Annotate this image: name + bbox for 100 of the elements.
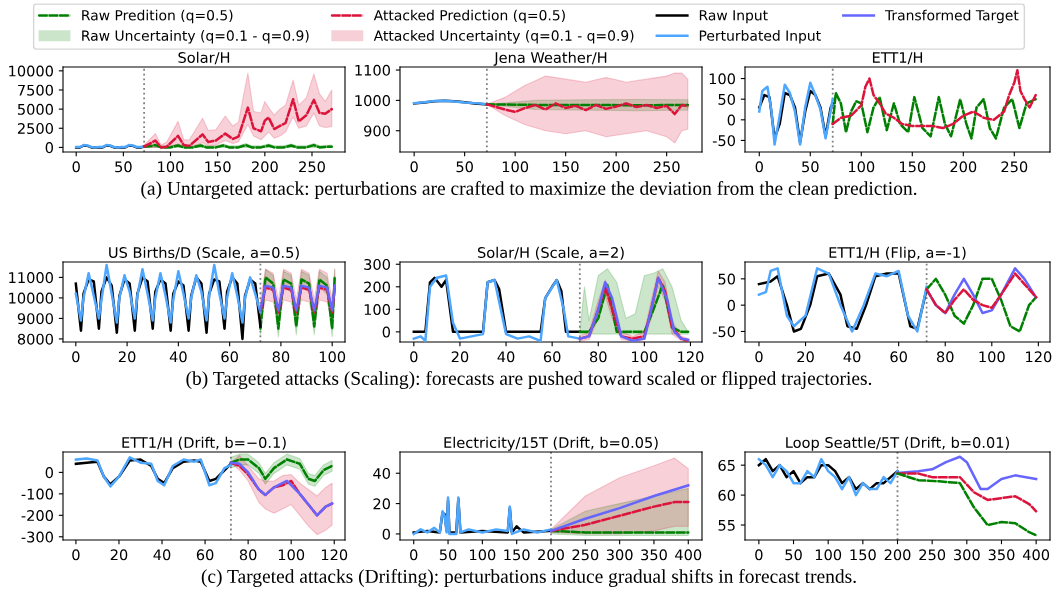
y-tick-label: 10000 — [9, 65, 53, 77]
x-tick-label: 50 — [115, 161, 132, 173]
chart-title: Electricity/15T (Drift, b=0.05) — [444, 436, 658, 451]
legend-label: Raw Predition (q=0.5) — [82, 9, 233, 24]
text: Raw Uncertainty (q=0.1 - q=0.9) — [82, 30, 309, 44]
x-tick-label: 350 — [641, 549, 667, 561]
y-tick-label: 1000 — [355, 95, 390, 107]
x-tick-label: 50 — [802, 161, 819, 173]
x-tick-label: 100 — [319, 351, 346, 363]
x-tick-label: 0 — [72, 351, 80, 363]
legend-label: Attacked Prediction (q=0.5) — [373, 9, 565, 24]
y-tick-label: 100 — [709, 73, 735, 85]
x-tick-label: 60 — [543, 351, 561, 363]
y-tick-label: 10000 — [9, 292, 53, 304]
x-tick-label: 120 — [321, 549, 348, 561]
y-tick-label: 40 — [373, 467, 390, 479]
x-tick-label: 150 — [899, 161, 926, 173]
x-tick-label: 300 — [954, 549, 980, 561]
x-tick-label: 200 — [603, 161, 630, 173]
y-tick-label: 0 — [45, 467, 53, 479]
text: (a) Untargeted attack: perturbations are crafted to maximize the deviation from the clean prediction. — [141, 181, 917, 199]
y-tick-label: 65 — [718, 459, 735, 471]
y-tick-label: 11000 — [9, 272, 53, 284]
x-tick-label: 40 — [153, 549, 171, 561]
x-tick-label: 250 — [572, 549, 599, 561]
y-tick-label: 60 — [718, 489, 735, 501]
x-tick-label: 20 — [118, 351, 136, 363]
y-tick-label: 7500 — [18, 84, 53, 96]
x-tick-label: 250 — [919, 549, 946, 561]
chart-title: US Births/D (Scale, a=0.5) — [109, 246, 299, 260]
x-tick-label: 0 — [410, 161, 418, 173]
y-tick-label: 300 — [364, 258, 390, 270]
text: Attacked Uncertainty (q=0.1 - q=0.9) — [373, 30, 634, 44]
y-tick-label: 9000 — [17, 313, 53, 325]
x-tick-label: 120 — [1026, 351, 1052, 363]
x-tick-label: 100 — [848, 161, 875, 173]
x-tick-label: 100 — [158, 161, 184, 173]
y-tick-label: 0 — [382, 528, 390, 540]
x-tick-label: 150 — [504, 549, 530, 561]
y-tick-label: 50 — [718, 273, 735, 285]
y-tick-label: -300 — [21, 531, 53, 543]
text: (b) Targeted attacks (Scaling): forecasts are pushed toward scaled or flipped trajectories. — [186, 371, 872, 389]
x-tick-label: 200 — [884, 549, 911, 561]
chart-title: Solar/H — [178, 51, 230, 65]
x-tick-label: 40 — [497, 351, 515, 363]
x-tick-label: 60 — [890, 351, 907, 363]
x-tick-label: 250 — [299, 161, 325, 173]
x-tick-label: 0 — [755, 351, 763, 363]
legend-label: Perturbated Input — [699, 30, 821, 44]
x-tick-label: 400 — [1022, 549, 1050, 561]
chart-title: ETT1/H (Flip, a=-1) — [829, 246, 966, 261]
x-tick-label: 20 — [110, 549, 128, 561]
x-tick-label: 80 — [239, 549, 257, 561]
y-tick-label: 55 — [718, 519, 735, 531]
x-tick-label: 50 — [456, 161, 473, 173]
text: (c) Targeted attacks (Drifting): perturbations induce gradual shifts in forecast trends. — [201, 569, 856, 587]
x-tick-label: 0 — [410, 549, 418, 561]
chart-title: ETT1/H (Drift, b=−0.1) — [122, 436, 286, 450]
x-tick-label: 0 — [410, 351, 418, 363]
x-tick-label: 40 — [843, 351, 861, 363]
x-tick-label: 80 — [272, 351, 290, 363]
y-tick-label: 2500 — [17, 122, 53, 135]
x-tick-label: 250 — [653, 161, 680, 173]
y-tick-label: 0 — [45, 142, 53, 154]
x-tick-label: 300 — [606, 549, 633, 561]
y-tick-label: 900 — [364, 125, 390, 137]
x-tick-label: 200 — [538, 549, 564, 561]
x-tick-label: 350 — [988, 549, 1015, 561]
y-tick-label: 0 — [727, 114, 735, 126]
x-tick-label: 80 — [936, 351, 954, 363]
y-tick-label: -100 — [21, 488, 53, 500]
legend-label: Raw Input — [699, 10, 768, 24]
chart-title: Solar/H (Scale, a=2) — [477, 246, 624, 260]
y-tick-label: 50 — [718, 93, 735, 105]
x-tick-label: 100 — [278, 549, 305, 561]
x-tick-label: 400 — [675, 549, 702, 561]
x-tick-label: 50 — [785, 549, 802, 561]
y-tick-label: 0 — [382, 326, 390, 338]
y-tick-label: 0 — [727, 299, 735, 311]
y-tick-label: -50 — [712, 326, 735, 338]
y-tick-label: 100 — [364, 304, 390, 316]
chart-title: Loop Seattle/5T (Drift, b=0.01) — [786, 436, 1009, 451]
x-tick-label: 250 — [1001, 161, 1028, 173]
y-tick-label: -200 — [21, 510, 53, 522]
x-tick-label: 0 — [755, 161, 763, 173]
chart-title: ETT1/H — [872, 52, 923, 65]
x-tick-label: 120 — [678, 351, 704, 363]
x-tick-label: 0 — [755, 549, 763, 561]
x-tick-label: 0 — [72, 161, 80, 173]
y-tick-label: 8000 — [17, 333, 53, 345]
x-tick-label: 150 — [850, 549, 876, 561]
x-tick-label: 150 — [205, 161, 231, 173]
y-tick-label: 20 — [373, 498, 390, 510]
x-tick-label: 200 — [950, 161, 977, 173]
x-tick-label: 100 — [470, 549, 496, 561]
x-tick-label: 0 — [72, 549, 80, 561]
legend-label: Transformed Target — [884, 9, 1019, 24]
x-tick-label: 80 — [589, 351, 607, 363]
chart-title: Jena Weather/H — [493, 51, 607, 66]
x-tick-label: 20 — [451, 351, 469, 363]
